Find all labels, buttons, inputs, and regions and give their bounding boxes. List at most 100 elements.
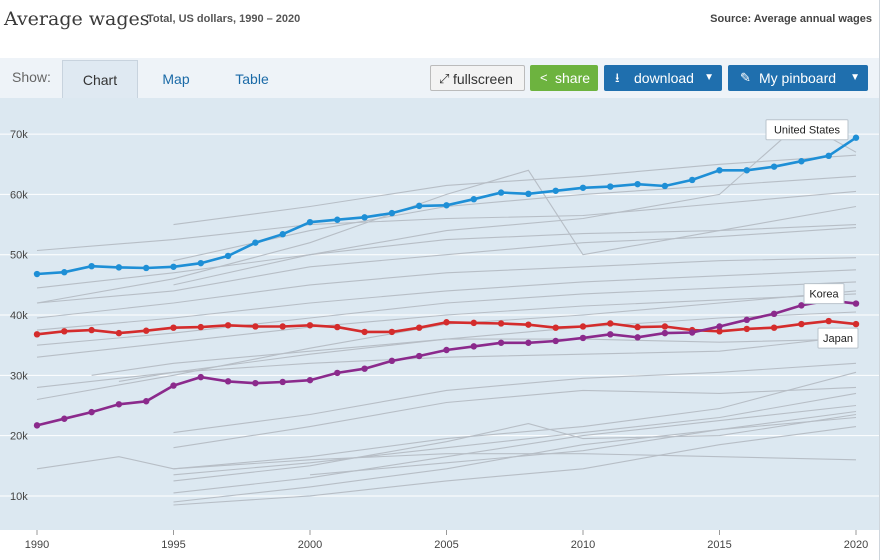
data-point-united-states: [279, 231, 286, 238]
background-series-line: [36, 257, 857, 319]
data-point-korea: [279, 378, 286, 386]
data-point-japan: [716, 328, 723, 335]
data-point-united-states: [716, 167, 723, 174]
data-point-korea: [770, 310, 778, 318]
data-point-korea: [416, 352, 423, 360]
background-series-line: [309, 410, 857, 476]
data-point-japan: [607, 320, 614, 327]
data-point-korea: [170, 382, 177, 389]
data-point-japan: [61, 328, 68, 335]
data-point-united-states: [252, 239, 259, 246]
data-point-japan: [579, 323, 587, 330]
x-tick-label: 2015: [707, 539, 731, 551]
data-point-united-states: [197, 259, 204, 267]
data-point-korea: [334, 369, 341, 377]
data-point-united-states: [525, 190, 532, 198]
data-point-japan: [33, 331, 41, 338]
data-point-korea: [361, 365, 368, 372]
download-button[interactable]: ⭳ download ▼: [604, 65, 722, 91]
source-prefix: Source:: [710, 13, 752, 25]
data-point-united-states: [361, 214, 368, 221]
data-point-korea: [607, 331, 614, 338]
data-point-korea: [634, 334, 641, 341]
download-label: download: [634, 70, 694, 86]
data-point-united-states: [607, 183, 614, 190]
x-tick-label: 2020: [844, 539, 868, 551]
data-point-united-states: [798, 158, 805, 165]
background-series-line: [118, 335, 857, 382]
data-point-japan: [197, 323, 204, 331]
data-point-japan: [497, 320, 505, 327]
data-point-korea: [525, 339, 532, 346]
chevron-down-icon: ▼: [704, 72, 714, 83]
data-point-korea: [798, 302, 805, 309]
data-point-united-states: [61, 269, 68, 276]
y-tick-label: 10k: [10, 491, 28, 503]
data-point-japan: [525, 321, 532, 328]
share-button[interactable]: < share: [530, 65, 598, 91]
data-point-united-states: [170, 263, 177, 270]
y-tick-label: 60k: [10, 189, 28, 201]
download-icon: ⭳: [615, 70, 620, 85]
callout-box-japan: [817, 327, 859, 349]
x-tick-label: 1995: [161, 539, 185, 551]
data-point-korea: [388, 357, 396, 365]
data-point-japan: [88, 326, 95, 334]
pinboard-button[interactable]: ✎ My pinboard ▼: [728, 65, 868, 91]
show-label: Show:: [12, 69, 51, 85]
expand-icon: ⤢: [439, 71, 450, 86]
y-tick-label: 50k: [10, 250, 28, 262]
data-point-japan: [143, 327, 150, 334]
background-series-line: [173, 362, 857, 434]
data-point-korea: [716, 323, 723, 330]
background-series-line: [36, 293, 857, 358]
background-series-line: [36, 281, 857, 346]
data-point-korea: [443, 346, 450, 354]
y-tick-label: 70k: [10, 129, 28, 141]
data-point-japan: [443, 319, 450, 326]
callout-label-japan: Japan: [823, 333, 853, 345]
background-series-line: [173, 404, 857, 494]
background-series-line: [173, 154, 857, 226]
data-point-korea: [661, 329, 669, 337]
pinboard-label: My pinboard: [759, 70, 837, 86]
data-point-korea: [197, 373, 204, 381]
y-tick-label: 30k: [10, 370, 28, 382]
data-point-japan: [416, 324, 423, 331]
data-point-united-states: [470, 196, 477, 203]
data-point-korea: [579, 334, 587, 342]
data-point-japan: [170, 324, 177, 331]
x-tick-label: 1990: [25, 539, 49, 551]
tab-chart[interactable]: Chart: [62, 60, 138, 99]
callout-label-united-states: United States: [774, 125, 841, 137]
page-title: Average wages: [4, 8, 150, 30]
background-series-line: [36, 453, 857, 470]
background-series-line: [173, 392, 857, 476]
data-point-united-states: [743, 167, 750, 174]
y-tick-label: 20k: [10, 431, 28, 443]
data-point-korea: [852, 300, 860, 307]
x-tick-label: 2005: [434, 539, 458, 551]
data-point-united-states: [224, 252, 232, 260]
source-link[interactable]: Average annual wages: [753, 13, 872, 25]
data-point-united-states: [825, 152, 832, 160]
data-point-japan: [388, 328, 396, 336]
chart-header: Average wages Total, US dollars, 1990 – …: [0, 0, 880, 58]
data-point-korea: [306, 376, 314, 384]
fullscreen-button[interactable]: ⤢ fullscreen: [430, 65, 525, 91]
data-point-japan: [224, 322, 232, 329]
data-point-united-states: [770, 163, 778, 170]
tab-map[interactable]: Map: [162, 71, 190, 87]
data-point-korea: [470, 343, 477, 350]
background-series-line: [173, 371, 857, 470]
line-chart: 10k 20k 30k 40k 50k 60k 70k 1990 1995 2000 2005 201…: [0, 98, 880, 551]
y-tick-label: 40k: [10, 310, 28, 322]
data-point-japan: [306, 322, 314, 329]
source-line: Source: Average annual wages: [710, 13, 872, 25]
background-series-line: [173, 386, 857, 449]
data-point-japan: [115, 329, 123, 337]
background-series-line: [173, 413, 857, 482]
tab-table[interactable]: Table: [235, 71, 269, 87]
data-point-japan: [770, 324, 778, 331]
x-tick-label: 2010: [571, 539, 595, 551]
